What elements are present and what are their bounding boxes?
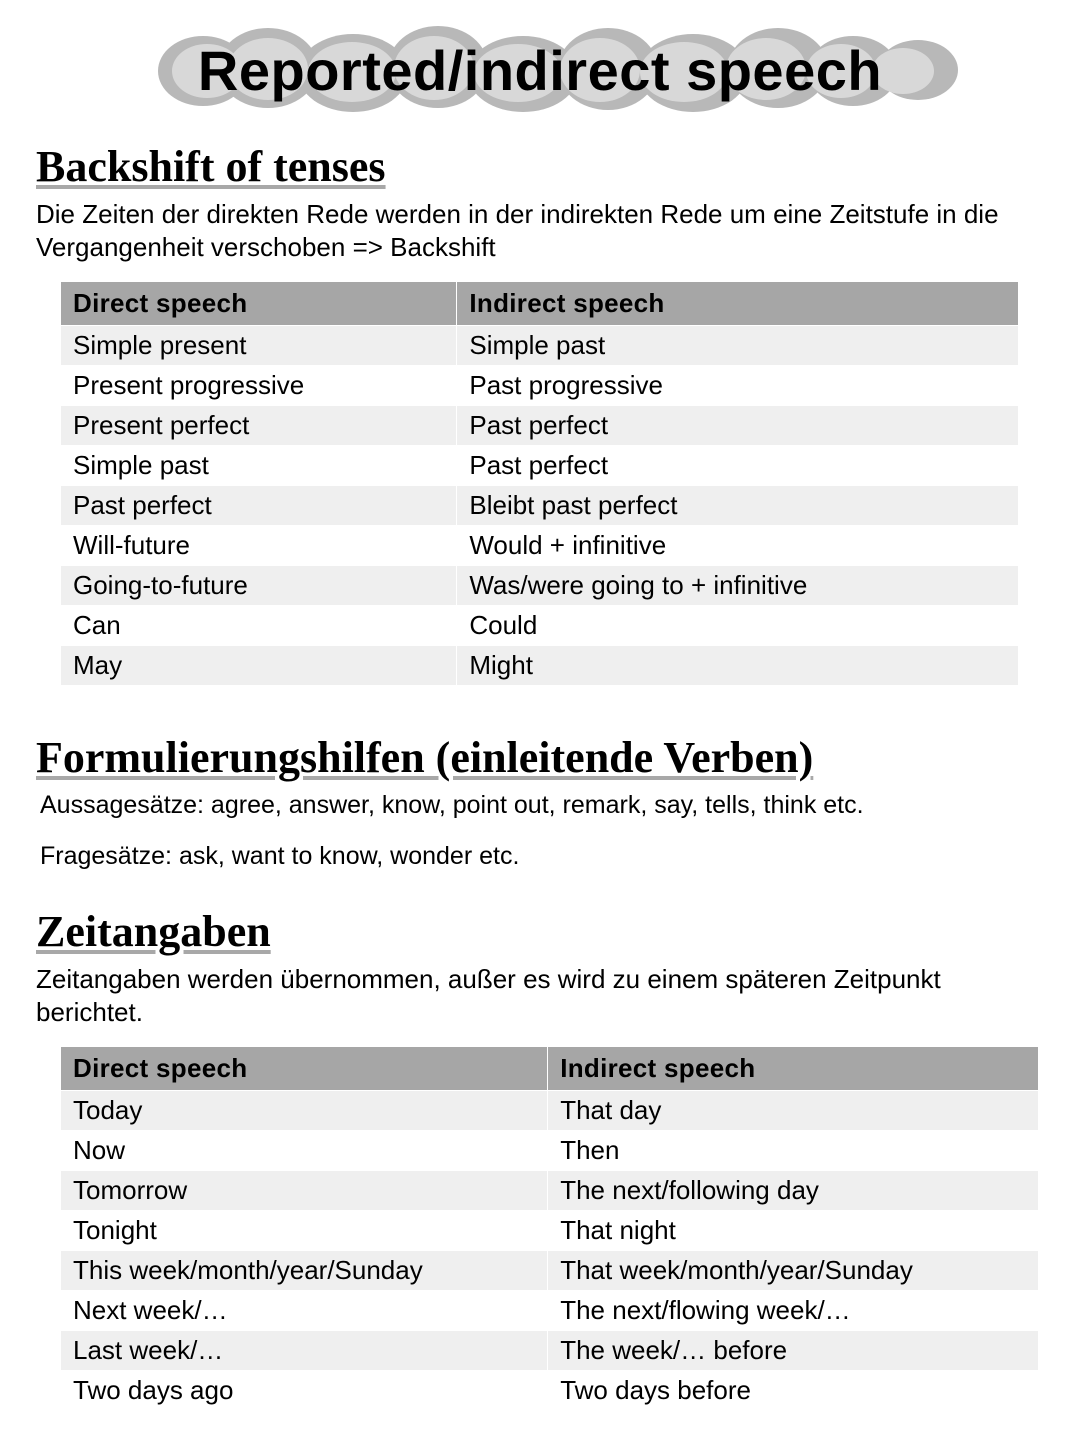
cell: Two days ago xyxy=(61,1371,548,1411)
cell: The week/… before xyxy=(548,1331,1039,1371)
cell: Was/were going to + infinitive xyxy=(457,566,1018,606)
cell: Might xyxy=(457,646,1018,686)
table-header-row: Direct speech Indirect speech xyxy=(61,282,1019,326)
section2-line1: Aussagesätze: agree, answer, know, point… xyxy=(30,789,1050,822)
cell: Past perfect xyxy=(61,486,457,526)
table-row: Last week/…The week/… before xyxy=(61,1331,1039,1371)
cell: Now xyxy=(61,1131,548,1171)
table-row: NowThen xyxy=(61,1131,1039,1171)
cell: Next week/… xyxy=(61,1291,548,1331)
table-row: Next week/…The next/flowing week/… xyxy=(61,1291,1039,1331)
title-cloud: Reported/indirect speech xyxy=(158,30,922,111)
cell: The next/flowing week/… xyxy=(548,1291,1039,1331)
cell: Simple present xyxy=(61,326,457,366)
time-col1-header: Direct speech xyxy=(61,1047,548,1091)
cell: Simple past xyxy=(61,446,457,486)
cell: That night xyxy=(548,1211,1039,1251)
table-row: This week/month/year/SundayThat week/mon… xyxy=(61,1251,1039,1291)
cell: That day xyxy=(548,1091,1039,1131)
section3-heading: Zeitangaben xyxy=(30,906,1050,957)
cell: Will-future xyxy=(61,526,457,566)
table-row: Past perfectBleibt past perfect xyxy=(61,486,1019,526)
table-row: TonightThat night xyxy=(61,1211,1039,1251)
cell: The next/following day xyxy=(548,1171,1039,1211)
table-row: Two days agoTwo days before xyxy=(61,1371,1039,1411)
cell: Then xyxy=(548,1131,1039,1171)
section1-text: Die Zeiten der direkten Rede werden in d… xyxy=(30,198,1050,263)
cell: Tomorrow xyxy=(61,1171,548,1211)
cell: May xyxy=(61,646,457,686)
page-title: Reported/indirect speech xyxy=(198,39,882,102)
table-row: CanCould xyxy=(61,606,1019,646)
cell: Past progressive xyxy=(457,366,1018,406)
cell: Bleibt past perfect xyxy=(457,486,1018,526)
cell: Last week/… xyxy=(61,1331,548,1371)
cell: Can xyxy=(61,606,457,646)
table-row: MayMight xyxy=(61,646,1019,686)
cell: Could xyxy=(457,606,1018,646)
table-row: Simple pastPast perfect xyxy=(61,446,1019,486)
table-row: Present perfectPast perfect xyxy=(61,406,1019,446)
section2-line2: Fragesätze: ask, want to know, wonder et… xyxy=(30,840,1050,873)
cell: Would + infinitive xyxy=(457,526,1018,566)
table-row: Present progressivePast progressive xyxy=(61,366,1019,406)
cell: That week/month/year/Sunday xyxy=(548,1251,1039,1291)
cell: Two days before xyxy=(548,1371,1039,1411)
time-table: Direct speech Indirect speech TodayThat … xyxy=(60,1046,1039,1411)
table-row: Going-to-futureWas/were going to + infin… xyxy=(61,566,1019,606)
tense-col1-header: Direct speech xyxy=(61,282,457,326)
tense-table: Direct speech Indirect speech Simple pre… xyxy=(60,281,1019,686)
table-row: Simple presentSimple past xyxy=(61,326,1019,366)
cell: Past perfect xyxy=(457,446,1018,486)
time-col2-header: Indirect speech xyxy=(548,1047,1039,1091)
cell: Tonight xyxy=(61,1211,548,1251)
cell: Present progressive xyxy=(61,366,457,406)
cell: Going-to-future xyxy=(61,566,457,606)
cell: This week/month/year/Sunday xyxy=(61,1251,548,1291)
cell: Present perfect xyxy=(61,406,457,446)
cell: Past perfect xyxy=(457,406,1018,446)
page-title-wrap: Reported/indirect speech xyxy=(30,30,1050,111)
cell: Today xyxy=(61,1091,548,1131)
section2-heading: Formulierungshilfen (einleitende Verben) xyxy=(30,732,1050,783)
section3-text: Zeitangaben werden übernommen, außer es … xyxy=(30,963,1050,1028)
tense-col2-header: Indirect speech xyxy=(457,282,1018,326)
cell: Simple past xyxy=(457,326,1018,366)
table-header-row: Direct speech Indirect speech xyxy=(61,1047,1039,1091)
section1-heading: Backshift of tenses xyxy=(30,141,1050,192)
table-row: Will-futureWould + infinitive xyxy=(61,526,1019,566)
table-row: TomorrowThe next/following day xyxy=(61,1171,1039,1211)
table-row: TodayThat day xyxy=(61,1091,1039,1131)
